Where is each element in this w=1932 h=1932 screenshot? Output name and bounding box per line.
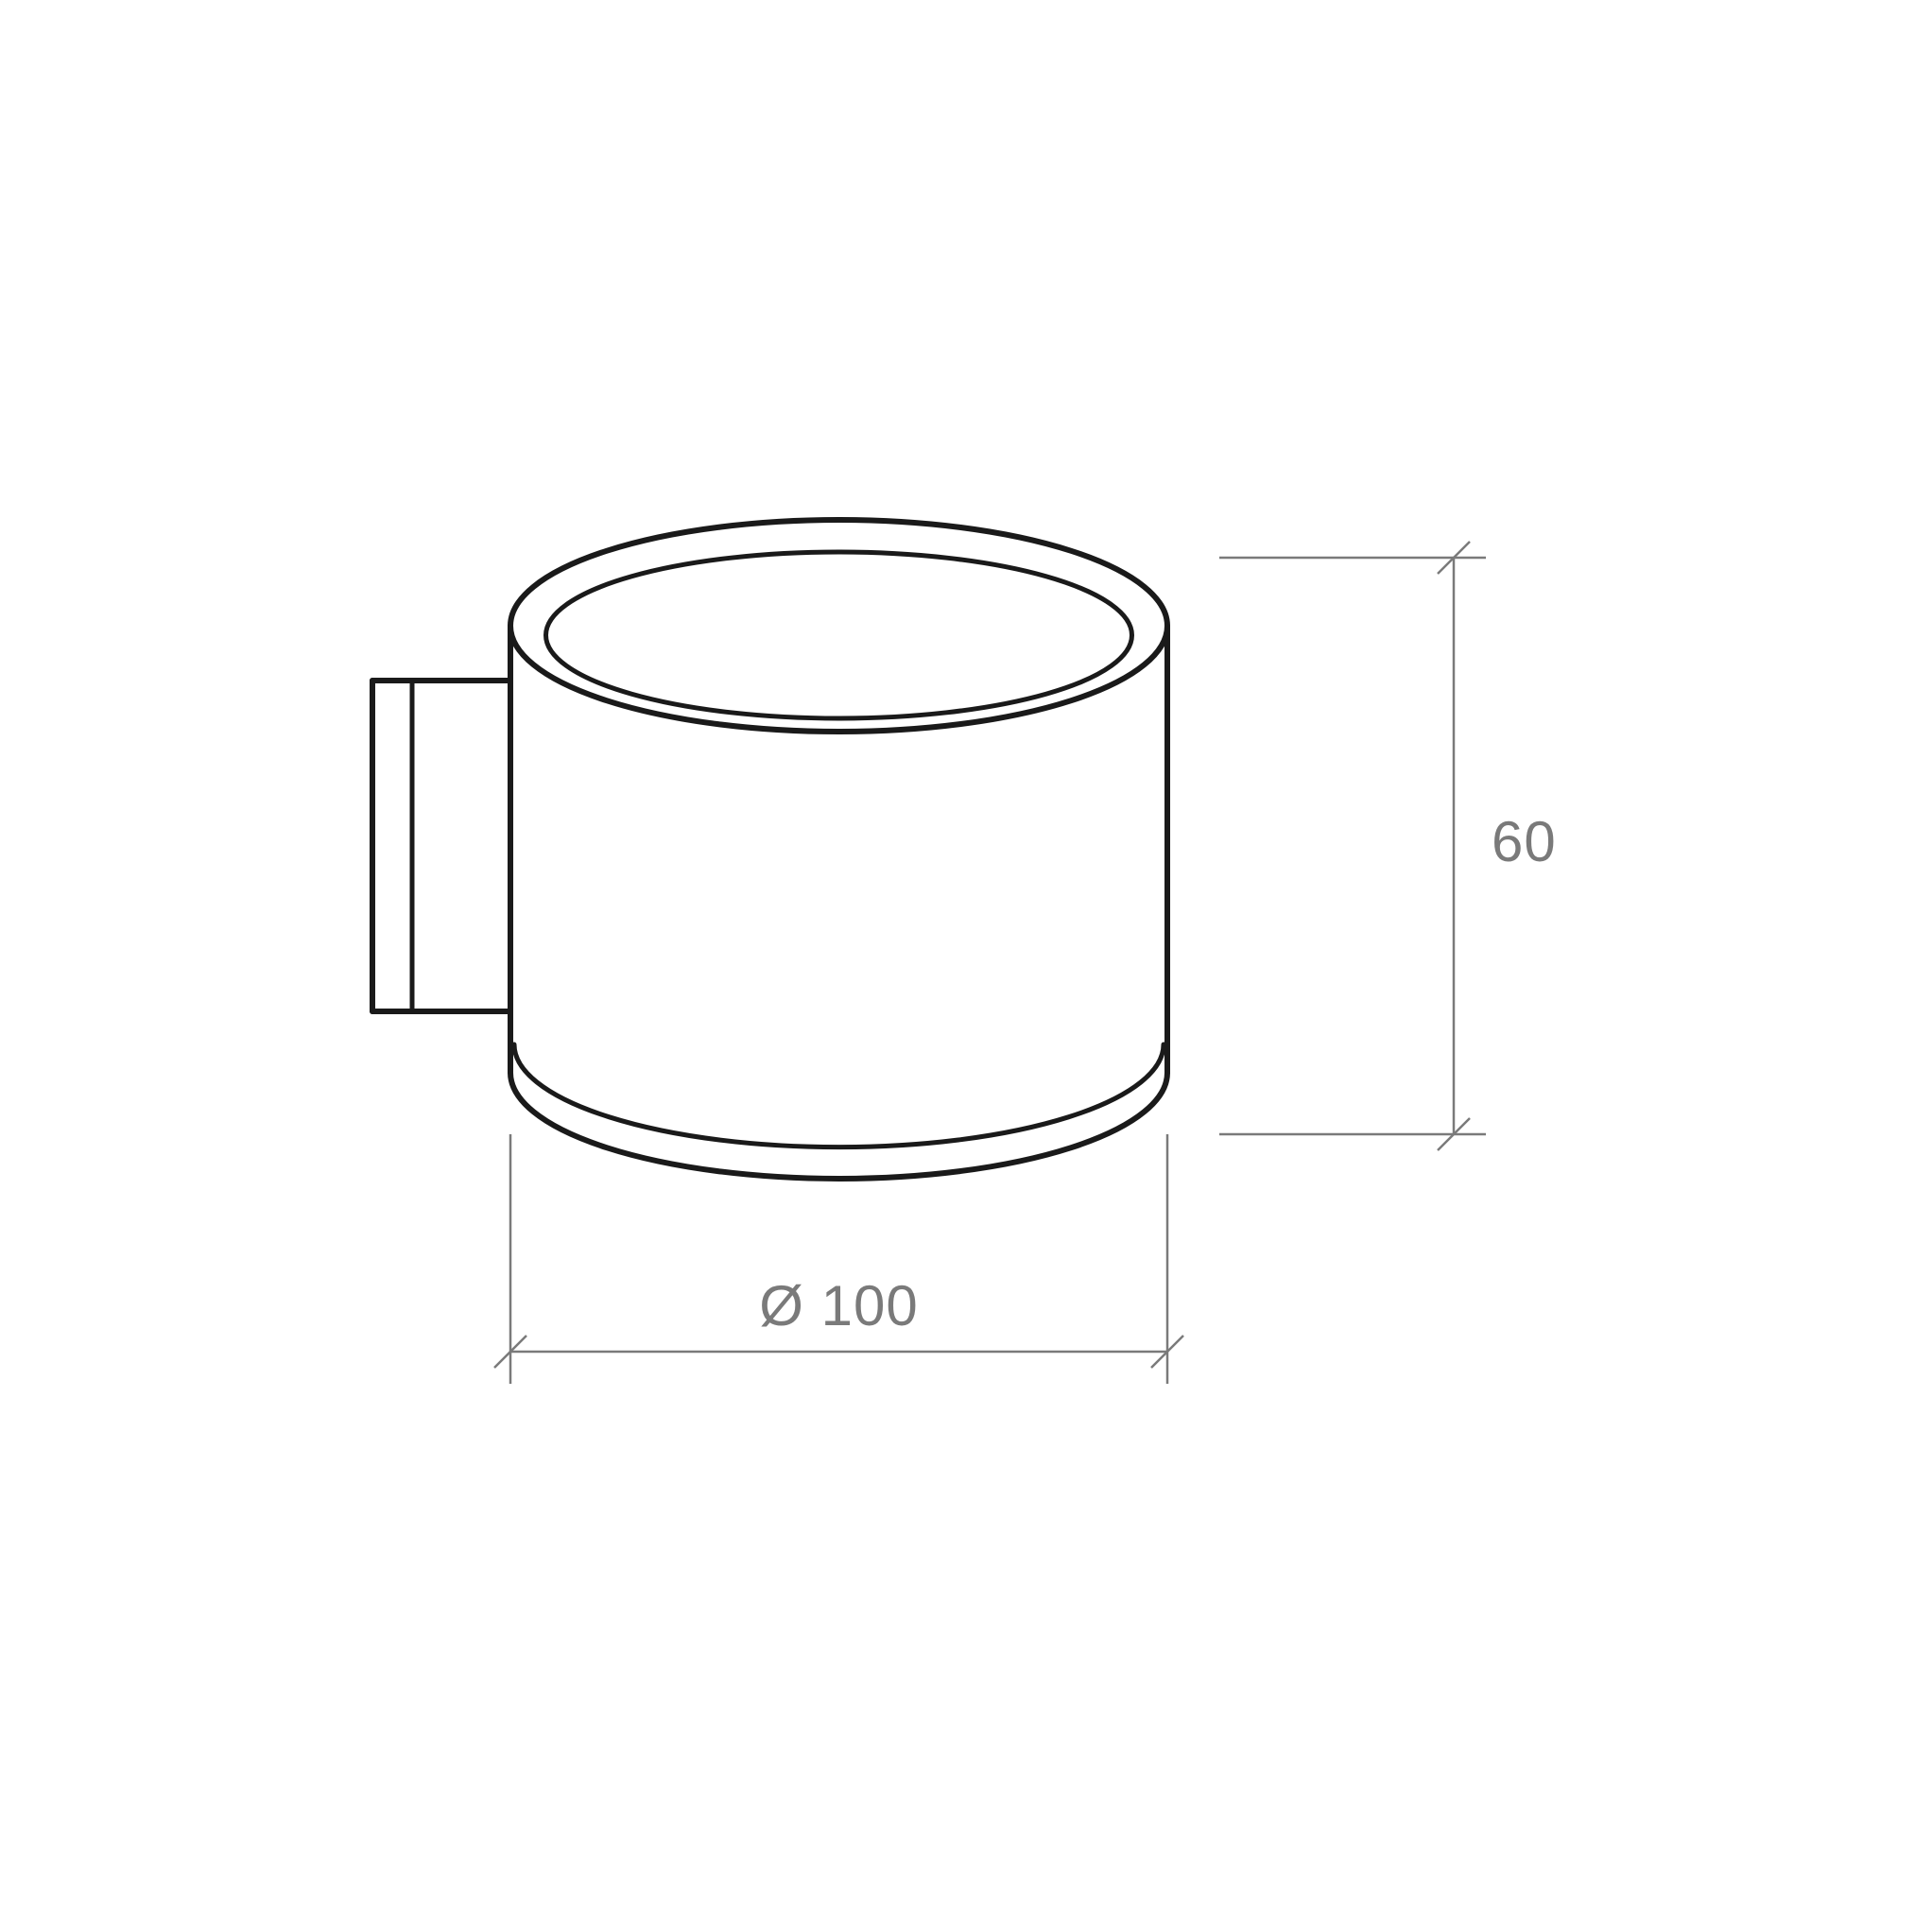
drawing-svg: Ø 100 60 <box>0 0 1932 1932</box>
dim-width-label: Ø 100 <box>759 1274 918 1337</box>
technical-drawing: Ø 100 60 <box>0 0 1932 1932</box>
cylinder-top-inner <box>546 552 1132 718</box>
dim-height-label: 60 <box>1492 810 1557 873</box>
product-outline <box>372 520 1167 1179</box>
